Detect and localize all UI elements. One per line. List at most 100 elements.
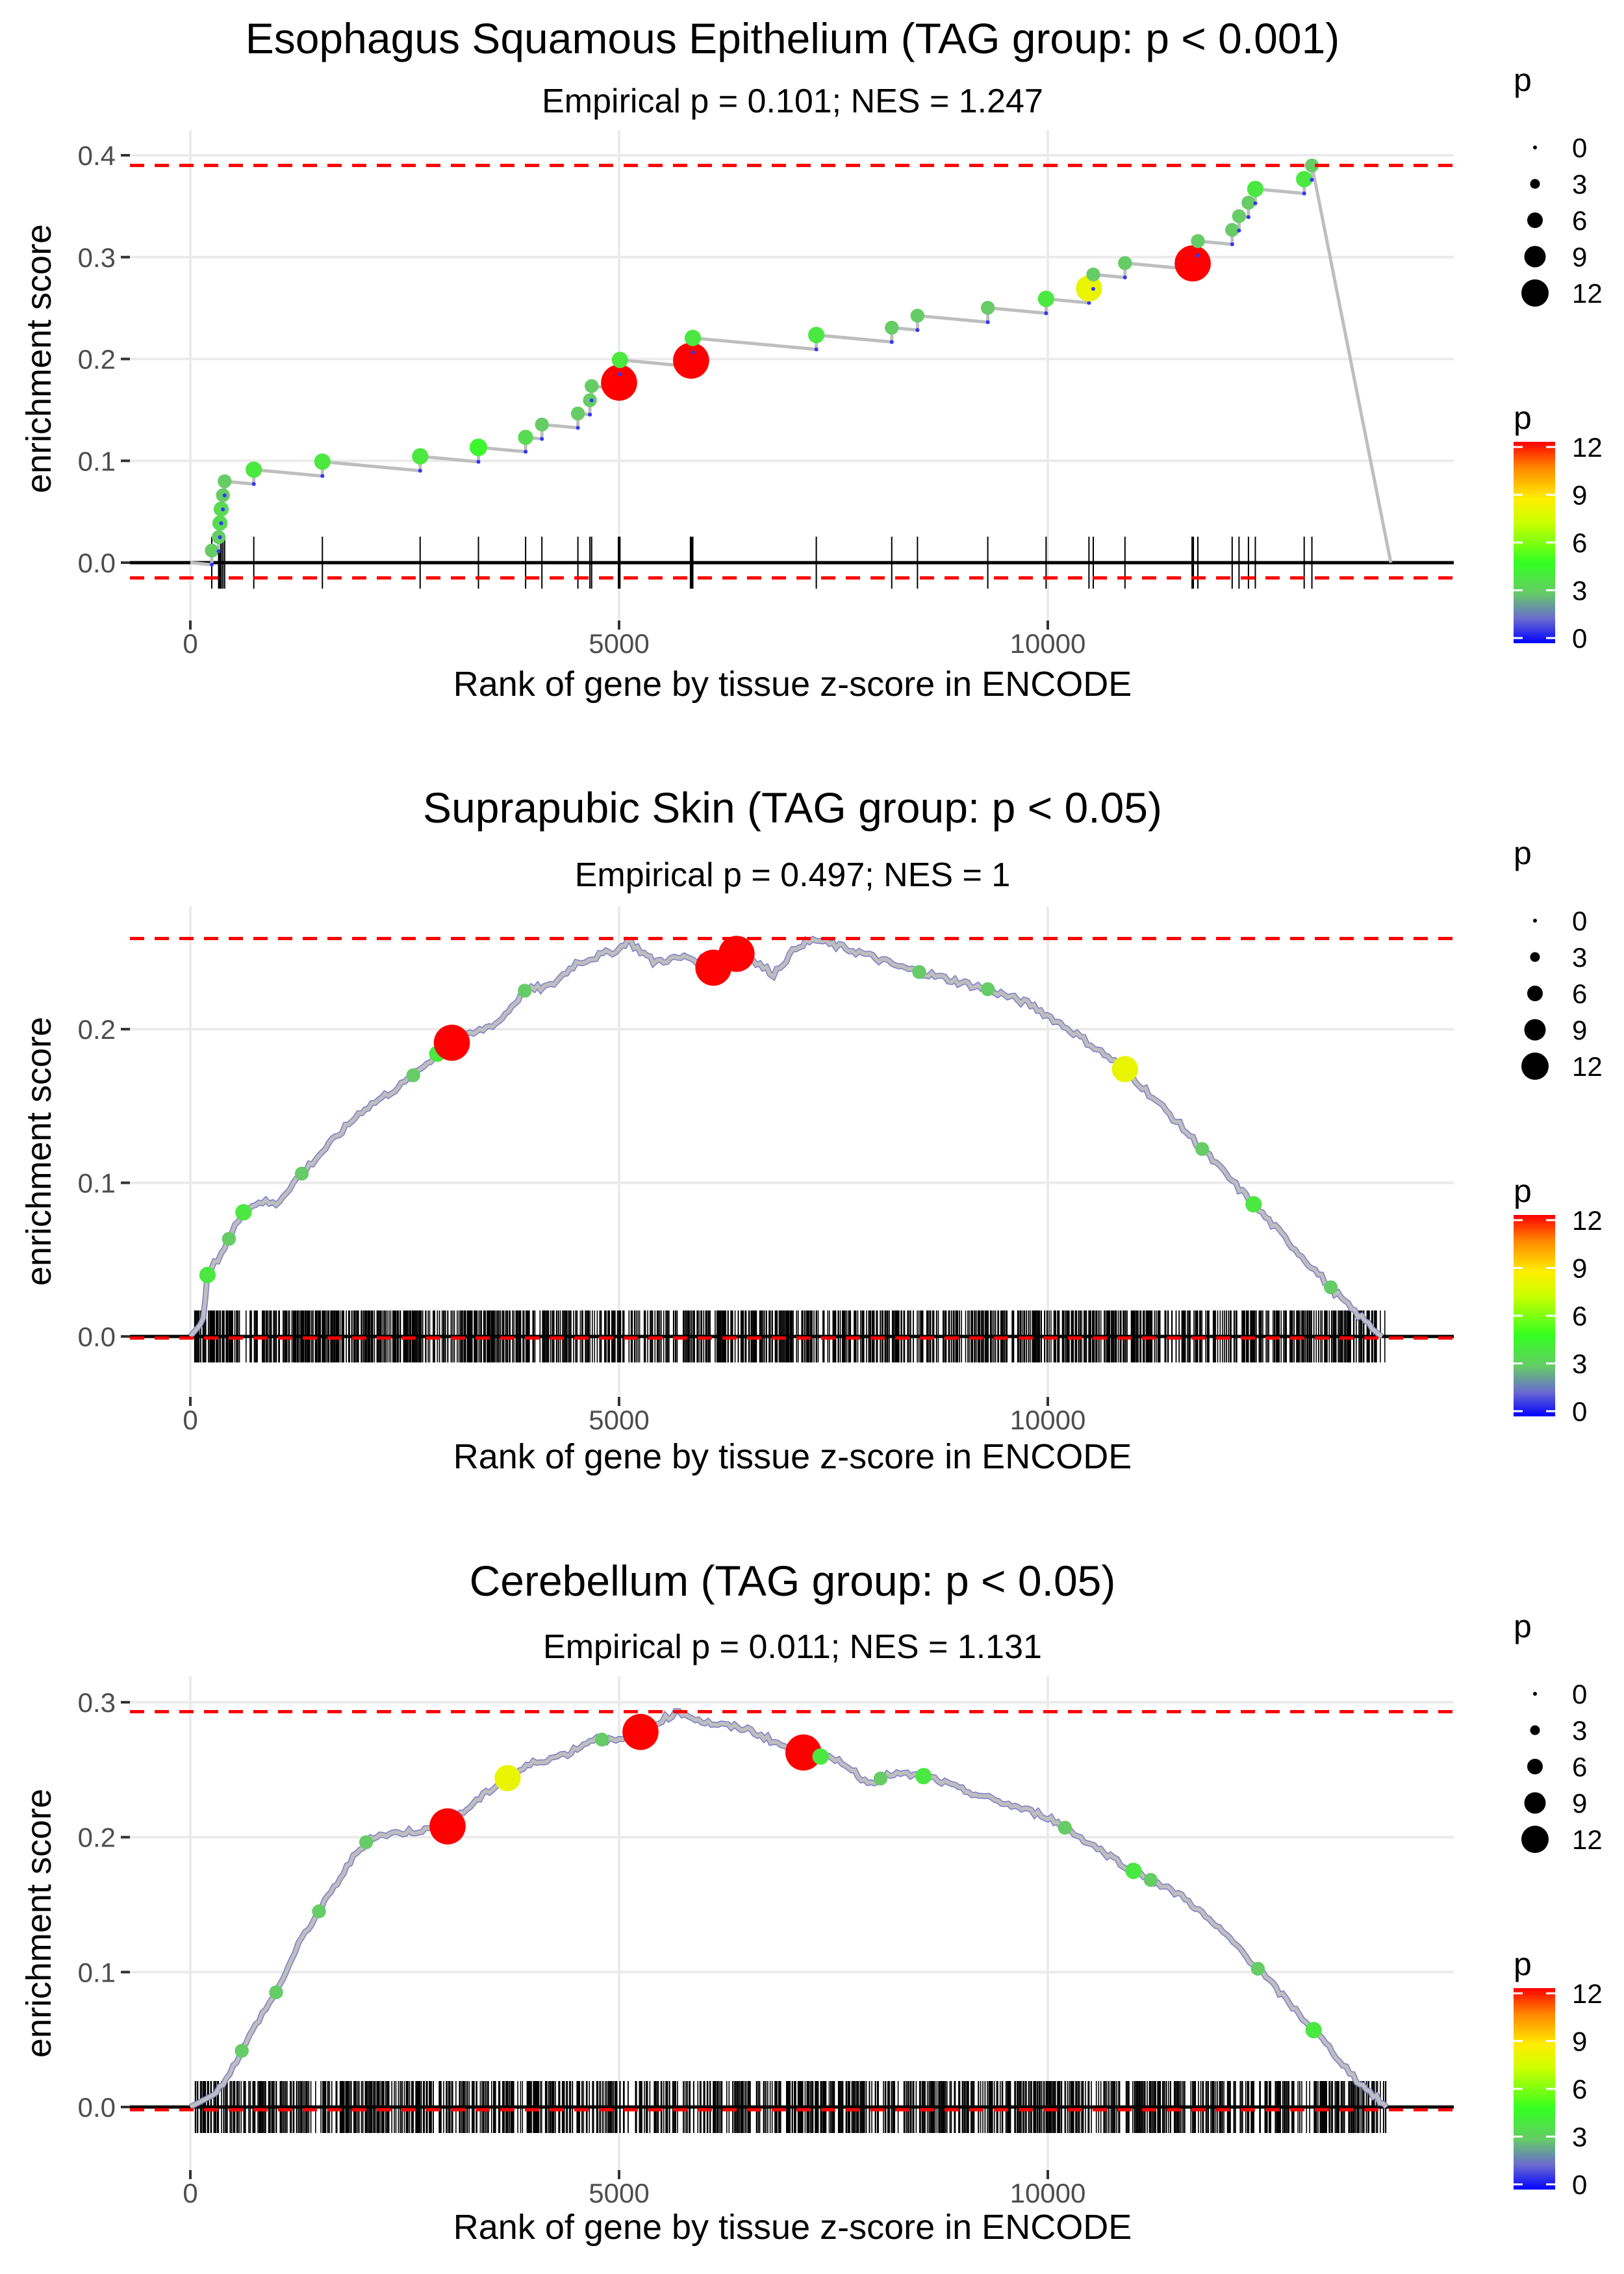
panel-title: Suprapubic Skin (TAG group: p < 0.05) — [423, 784, 1162, 832]
gene-point — [540, 437, 544, 441]
colorbar-label: 9 — [1572, 2026, 1587, 2057]
gene-point — [1225, 223, 1239, 237]
size-legend-label: 6 — [1572, 978, 1587, 1009]
gene-point — [980, 301, 995, 315]
x-tick-label: 10000 — [1010, 628, 1086, 659]
size-legend-dot — [1527, 212, 1543, 228]
gene-point — [808, 327, 825, 344]
size-legend-title: p — [1514, 835, 1532, 871]
colorbar-label: 3 — [1572, 1349, 1587, 1379]
panel-subtitle: Empirical p = 0.101; NES = 1.247 — [542, 83, 1043, 120]
gene-point — [518, 429, 533, 445]
gene-point — [210, 563, 214, 567]
size-legend-label: 9 — [1572, 1015, 1587, 1045]
gene-point — [218, 535, 222, 539]
gene-point — [429, 1808, 466, 1845]
gene-point — [269, 1985, 283, 2000]
gene-point — [601, 364, 637, 401]
gene-point — [885, 320, 899, 335]
gene-point — [1086, 267, 1100, 282]
gene-point — [218, 474, 232, 489]
gene-point — [494, 1765, 521, 1792]
gene-point — [1305, 2022, 1322, 2039]
gene-point — [985, 320, 990, 324]
x-tick-label: 5000 — [589, 628, 649, 659]
gene-point — [1143, 1872, 1158, 1887]
gene-point — [1125, 1862, 1142, 1880]
y-axis-title: enrichment score — [19, 1017, 58, 1286]
colorbar-label: 0 — [1572, 623, 1587, 654]
gene-point — [589, 398, 594, 403]
panel-title: Esophagus Squamous Epithelium (TAG group… — [246, 14, 1340, 62]
gene-point — [216, 549, 221, 554]
gene-point — [585, 379, 599, 393]
legend: p 0 3 6 9 12 p 12 9 6 3 0 — [1514, 1608, 1603, 2200]
colorbar-label: 0 — [1572, 2169, 1587, 2200]
gene-point — [518, 984, 532, 998]
y-tick-label: 0.1 — [78, 1168, 116, 1199]
gene-point — [873, 1771, 888, 1786]
color-legend-title: p — [1514, 1946, 1532, 1982]
gene-point — [915, 327, 920, 332]
gene-point — [246, 461, 262, 478]
y-tick-label: 0.0 — [78, 1322, 116, 1352]
panel-subtitle: Empirical p = 0.497; NES = 1 — [575, 856, 1011, 894]
gene-point — [1118, 256, 1132, 270]
y-tick-label: 0.2 — [78, 1822, 116, 1853]
size-legend-label: 6 — [1572, 205, 1587, 236]
colorbar-label: 3 — [1572, 2122, 1587, 2153]
color-legend-title: p — [1514, 400, 1532, 436]
gene-point — [476, 459, 481, 464]
gene-point — [812, 1748, 829, 1765]
gene-point — [406, 1068, 420, 1082]
panel-esophagus: Esophagus Squamous Epithelium (TAG group… — [19, 14, 1454, 704]
enrichment-curve-shadow — [188, 1708, 1389, 2110]
enrichment-curve — [190, 165, 1393, 567]
size-legend-dot — [1533, 919, 1537, 923]
gene-point — [1037, 290, 1054, 307]
gene-point — [221, 507, 225, 511]
x-tick-label: 10000 — [1010, 1405, 1086, 1435]
gene-point — [314, 453, 331, 470]
gene-point — [684, 329, 702, 346]
gene-point — [1195, 1142, 1210, 1156]
x-tick-label: 5000 — [589, 1405, 649, 1435]
gene-point — [359, 1835, 374, 1850]
gene-point — [412, 448, 429, 465]
y-tick-label: 0.0 — [78, 548, 116, 578]
size-legend-dot — [1521, 1826, 1549, 1853]
gene-point — [1174, 245, 1211, 282]
enrichment-curve — [188, 936, 1384, 1338]
gene-point — [915, 1768, 932, 1785]
gene-point — [576, 426, 580, 430]
gene-point — [618, 372, 622, 377]
gene-point — [1196, 253, 1200, 258]
gene-point — [294, 1166, 309, 1181]
panel-suprapubic-skin: Suprapubic Skin (TAG group: p < 0.05) Em… — [19, 784, 1454, 1476]
panel-title: Cerebellum (TAG group: p < 0.05) — [470, 1557, 1116, 1605]
size-legend-dot — [1530, 179, 1540, 189]
gene-point — [1245, 1196, 1262, 1213]
size-legend-dot — [1521, 1053, 1549, 1080]
gene-point — [1250, 1961, 1265, 1976]
gene-point — [673, 342, 709, 379]
size-legend-title: p — [1514, 62, 1532, 98]
y-tick-label: 0.1 — [78, 446, 116, 476]
size-legend-dot — [1533, 146, 1537, 149]
x-tick-label: 0 — [183, 1405, 197, 1435]
x-axis-title: Rank of gene by tissue z-score in ENCODE — [453, 2208, 1132, 2247]
size-legend-label: 3 — [1572, 942, 1587, 973]
gene-point — [433, 1025, 470, 1061]
gene-point — [611, 351, 628, 368]
gene-point — [718, 936, 755, 972]
gene-point — [1302, 191, 1306, 196]
gene-point — [1241, 196, 1256, 210]
size-legend-dot — [1530, 952, 1540, 962]
colorbar-label: 12 — [1572, 1205, 1603, 1236]
gene-point — [1247, 181, 1264, 198]
gene-point — [1191, 234, 1205, 248]
colorbar-label: 6 — [1572, 2074, 1587, 2104]
gene-point — [1323, 1280, 1338, 1295]
gene-point — [622, 1713, 659, 1750]
gene-point — [535, 417, 549, 432]
